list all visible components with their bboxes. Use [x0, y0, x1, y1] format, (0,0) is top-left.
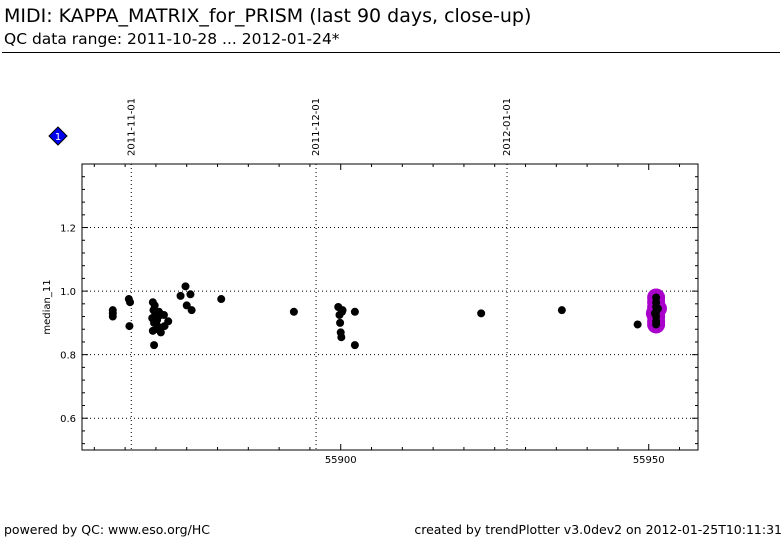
data-point [182, 301, 191, 310]
data-point [217, 295, 226, 304]
data-point [186, 290, 195, 299]
data-point [336, 318, 345, 327]
date-tick-label: 2011-12-01 [311, 98, 322, 156]
data-point [337, 333, 346, 342]
grid-lines [82, 164, 698, 450]
marker-label: 1 [55, 132, 61, 143]
title-divider [2, 52, 780, 53]
marker: 1 [48, 126, 68, 146]
x-tick-label: 55900 [325, 455, 357, 466]
data-point [338, 306, 347, 315]
highlighted-point [652, 320, 661, 329]
date-tick-label: 2011-11-01 [126, 98, 137, 156]
data-point [477, 309, 486, 318]
footer-created-by: created by trendPlotter v3.0dev2 on 2012… [414, 522, 782, 537]
y-tick-label: 0.6 [60, 414, 76, 425]
y-tick-label: 1.0 [60, 287, 76, 298]
data-point [350, 341, 359, 350]
data-point [176, 291, 185, 300]
data-point [156, 328, 165, 337]
y-tick-label: 0.8 [60, 351, 76, 362]
plot-frame [81, 163, 699, 451]
data-point [557, 306, 566, 315]
data-point [350, 307, 359, 316]
data-point [164, 317, 173, 326]
plot-border [81, 163, 699, 451]
axis-labels: 55900 55950 0.6 0.8 1.0 1.2 2011-11-01 2011-12-… [42, 98, 665, 466]
x-tick-label: 55950 [633, 455, 665, 466]
data-point [126, 298, 135, 307]
y-axis-label: median_11 [42, 279, 53, 334]
data-point [159, 310, 168, 319]
axis-ticks [82, 163, 698, 450]
page-title: MIDI: KAPPA_MATRIX_for_PRISM (last 90 da… [4, 5, 532, 27]
data-point [125, 322, 134, 331]
data-points [108, 282, 667, 350]
data-point [187, 306, 196, 315]
date-tick-label: 2012-01-01 [502, 98, 513, 156]
data-point [150, 341, 159, 350]
diamond-icon [48, 126, 68, 146]
data-point [633, 320, 642, 329]
y-tick-label: 1.2 [60, 224, 76, 235]
data-point [108, 312, 117, 321]
data-point [289, 307, 298, 316]
page-subtitle: QC data range: 2011-10-28 ... 2012-01-24… [4, 30, 340, 48]
footer-powered-by: powered by QC: www.eso.org/HC [4, 522, 210, 537]
data-point [181, 282, 190, 291]
highlighted-point [650, 309, 659, 318]
